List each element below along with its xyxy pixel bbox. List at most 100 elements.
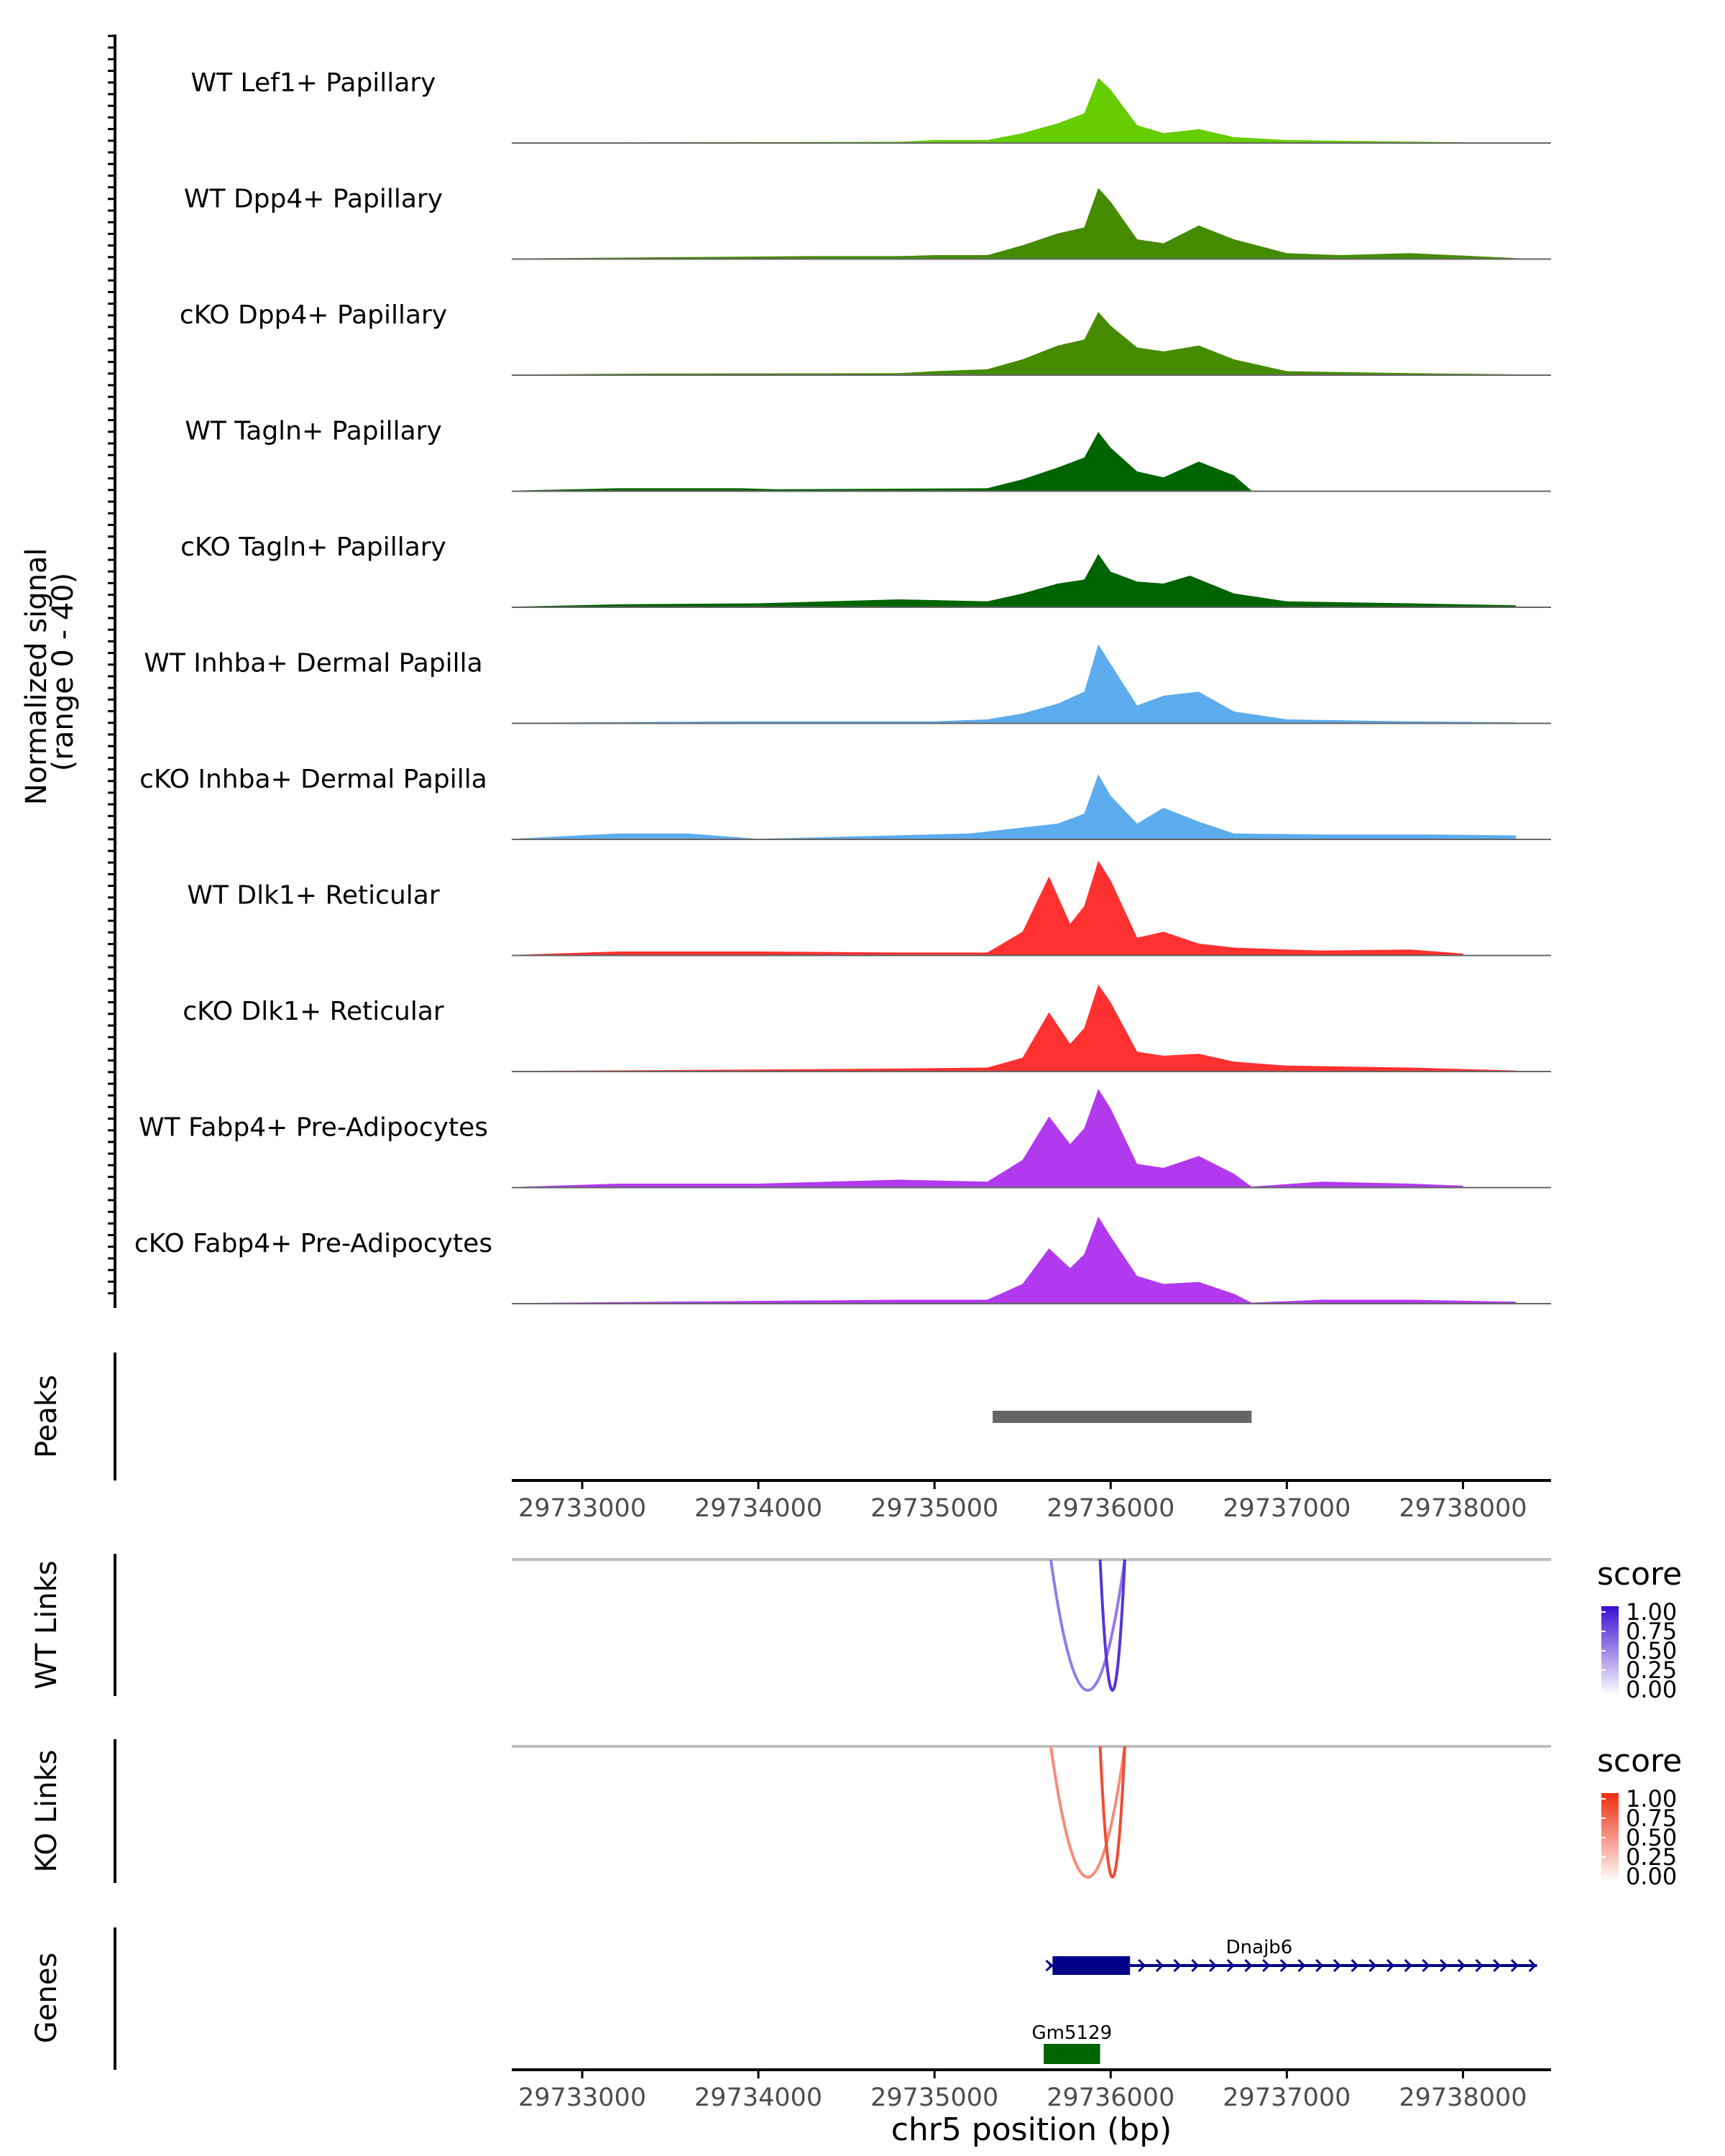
strand-arrow [1045, 1959, 1054, 1972]
track-label: cKO Dlk1+ Reticular [183, 997, 444, 1026]
peaks-x-ticks: 29733000 29734000 29735000 29736000 29737000… [518, 1480, 1527, 1523]
coverage-area [512, 644, 1516, 724]
legend-tick-label: 0.00 [1626, 1863, 1677, 1890]
coverage-area [512, 312, 1516, 375]
track-label: cKO Dpp4+ Papillary [180, 300, 447, 330]
ko-score-legend: score 1.000.750.500.250.00 [1597, 1743, 1682, 1890]
strand-arrow [1208, 1958, 1218, 1973]
track-label: WT Inhba+ Dermal Papilla [144, 649, 482, 678]
x-tick-label: 29733000 [518, 1494, 646, 1523]
track-wt-lef1-papillary: WT Lef1+ Papillary [191, 68, 1551, 144]
strand-arrow [1528, 1958, 1537, 1973]
legend-tick-label: 0.25 [1626, 1657, 1677, 1684]
legend-tick-label: 0.75 [1626, 1805, 1677, 1832]
strand-arrow [1333, 1958, 1342, 1973]
strand-arrow [1493, 1958, 1501, 1973]
gene-models: Dnajb6 Gm5129 [1032, 1937, 1537, 2064]
track-label: cKO Inhba+ Dermal Papilla [139, 765, 487, 794]
legend-tick-label: 0.50 [1626, 1824, 1677, 1851]
coverage-area [512, 860, 1463, 956]
link-arc [1049, 1746, 1126, 1879]
gene-exon [1044, 2044, 1100, 2064]
track-label: WT Fabp4+ Pre-Adipocytes [139, 1113, 488, 1143]
track-wt-inhba-dermal-papilla: WT Inhba+ Dermal Papilla [144, 644, 1551, 724]
strand-arrow [1351, 1958, 1359, 1973]
wt-links-label: WT Links [30, 1560, 63, 1689]
link-arc [1049, 1559, 1126, 1692]
strand-arrow [1368, 1958, 1377, 1973]
ko-links-label: KO Links [30, 1750, 63, 1873]
gene-dnajb6: Dnajb6 [1045, 1937, 1537, 1975]
strand-arrow [1226, 1958, 1235, 1973]
link-arc [1098, 1559, 1126, 1692]
genes-x-ticks: 29733000 29734000 29735000 29736000 29737000… [518, 2070, 1527, 2112]
x-tick-label: 29736000 [1046, 1494, 1174, 1523]
x-tick-label: 29737000 [1223, 1494, 1351, 1523]
track-wt-dpp4-papillary: WT Dpp4+ Papillary [184, 185, 1551, 260]
x-tick-label: 29737000 [1223, 2083, 1351, 2112]
link-arc [1098, 1746, 1126, 1879]
legend-tick-label: 0.00 [1626, 1676, 1677, 1703]
coverage-area [512, 1217, 1516, 1304]
legend-tick-label: 1.00 [1626, 1785, 1677, 1812]
ko-links-panel: KO Links score 1.000.750.500.250.00 [30, 1739, 1682, 1890]
strand-arrow [1422, 1958, 1430, 1973]
legend-tick-label: 1.00 [1626, 1598, 1677, 1626]
strand-arrow [1386, 1958, 1395, 1973]
track-label: WT Dpp4+ Papillary [184, 185, 443, 214]
x-tick-label: 29736000 [1046, 2083, 1174, 2112]
genes-label: Genes [30, 1953, 63, 2043]
wt-link-arcs [1049, 1559, 1126, 1692]
strand-arrow [1191, 1958, 1200, 1973]
coverage-area [512, 985, 1516, 1072]
gene-label: Gm5129 [1032, 2022, 1113, 2044]
ko-link-arcs [1049, 1746, 1126, 1879]
track-label: cKO Tagln+ Papillary [180, 533, 446, 562]
wt-links-panel: WT Links score 1.000.750.500.250.00 [30, 1554, 1682, 1703]
x-axis-label: chr5 position (bp) [891, 2111, 1172, 2148]
track-wt-dlk1-reticular: WT Dlk1+ Reticular [187, 860, 1551, 957]
peaks-panel: Peaks 29733000 29734000 29735000 29736000 29… [30, 1353, 1551, 1523]
coverage-area [512, 1089, 1463, 1188]
coverage-y-ticks [108, 34, 115, 1295]
strand-arrow [1262, 1958, 1271, 1973]
coverage-area [512, 78, 1481, 143]
coverage-area [512, 188, 1516, 259]
strand-arrow [1155, 1958, 1164, 1973]
track-cko-fabp4-pre-adipocytes: cKO Fabp4+ Pre-Adipocytes [134, 1217, 1551, 1304]
legend-title: score [1597, 1556, 1682, 1593]
strand-arrow [1457, 1958, 1466, 1973]
legend-tick-label: 0.75 [1626, 1618, 1677, 1645]
x-tick-label: 29738000 [1399, 2083, 1527, 2112]
track-label: WT Lef1+ Papillary [191, 68, 436, 98]
coverage-area [512, 774, 1516, 839]
gene-label: Dnajb6 [1226, 1937, 1293, 1958]
track-cko-inhba-dermal-papilla: cKO Inhba+ Dermal Papilla [139, 765, 1551, 840]
peaks-label: Peaks [30, 1375, 63, 1458]
x-tick-label: 29734000 [694, 1494, 822, 1523]
coverage-y-axis-label: Normalized signal (range 0 - 40) [20, 539, 80, 806]
strand-arrow [1244, 1958, 1253, 1973]
x-tick-label: 29734000 [694, 2083, 822, 2112]
strand-arrow [1404, 1958, 1412, 1973]
track-cko-dpp4-papillary: cKO Dpp4+ Papillary [180, 300, 1551, 376]
gene-exon [1052, 1956, 1131, 1975]
peak-region [993, 1411, 1252, 1423]
x-tick-label: 29735000 [870, 2083, 998, 2112]
legend-title: score [1597, 1743, 1682, 1779]
track-cko-tagln-papillary: cKO Tagln+ Papillary [180, 533, 1551, 608]
track-cko-dlk1-reticular: cKO Dlk1+ Reticular [183, 985, 1551, 1072]
coverage-tracks: WT Lef1+ Papillary WT Dpp4+ Papillary cKO … [134, 68, 1551, 1304]
x-tick-label: 29733000 [518, 2083, 646, 2112]
track-wt-tagln-papillary: WT Tagln+ Papillary [185, 417, 1551, 492]
x-tick-label: 29738000 [1399, 1494, 1527, 1523]
strand-arrow [1315, 1958, 1324, 1973]
coverage-area [512, 553, 1516, 607]
legend-tick-label: 0.25 [1626, 1843, 1677, 1871]
track-label: WT Tagln+ Papillary [185, 417, 442, 446]
track-label: WT Dlk1+ Reticular [187, 881, 439, 911]
strand-arrow [1475, 1958, 1484, 1973]
coverage-area [512, 432, 1252, 492]
strand-arrow [1138, 1958, 1146, 1973]
